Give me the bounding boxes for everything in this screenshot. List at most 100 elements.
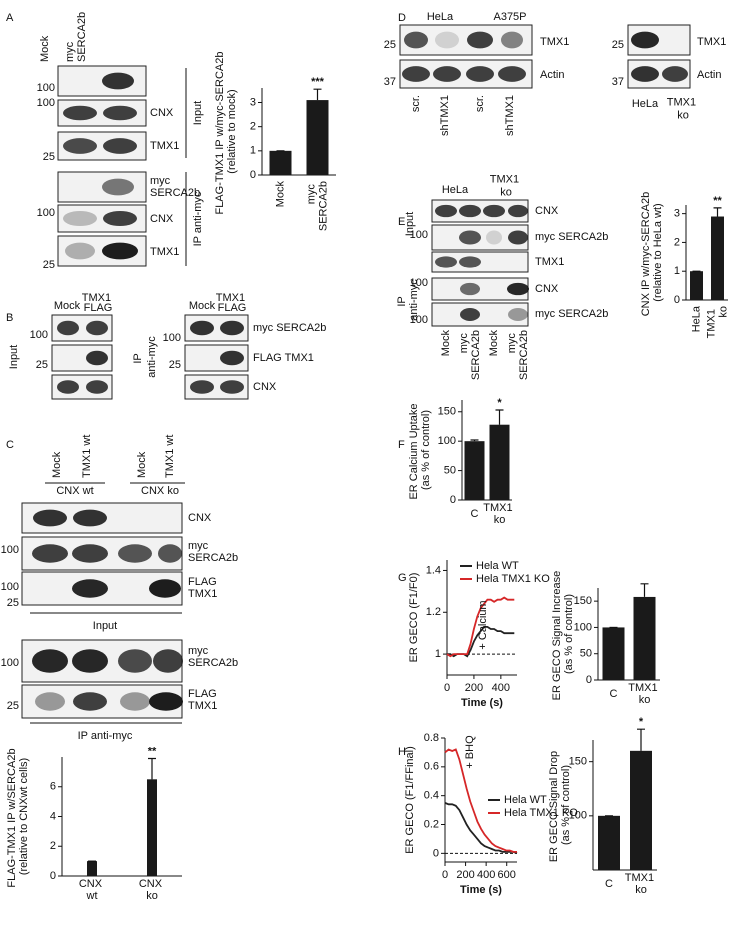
error-bar xyxy=(637,728,645,751)
significance: ** xyxy=(713,195,722,207)
panel-letter: C xyxy=(6,439,14,451)
y-tick-label: 150 xyxy=(438,406,456,418)
significance: ** xyxy=(148,745,157,757)
cell-label: CNX wt xyxy=(56,485,93,497)
band xyxy=(158,544,182,563)
lane-label: Mock xyxy=(39,35,51,62)
mw-marker: 100 xyxy=(163,332,181,344)
panel-letter: G xyxy=(398,572,407,584)
band xyxy=(220,380,244,394)
error-bar xyxy=(148,757,156,780)
band xyxy=(63,210,97,227)
mw-marker: 25 xyxy=(7,597,19,609)
band xyxy=(459,204,481,218)
bar xyxy=(464,441,485,500)
y-tick-label: 0 xyxy=(450,494,456,506)
lane-label: Mock xyxy=(440,330,452,357)
lane-label: myc SERCA2b xyxy=(506,330,530,380)
lane-label: scr. xyxy=(410,95,422,112)
band xyxy=(631,31,659,49)
lane-label: Mock xyxy=(51,451,63,478)
error-bar xyxy=(640,583,649,597)
legend-label: Hela TMX1 KO xyxy=(476,573,550,585)
row-label: TMX1 xyxy=(150,140,179,152)
bar xyxy=(711,216,724,300)
cell-label: CNX ko xyxy=(141,485,179,497)
x-tick-label: myc SERCA2b xyxy=(305,181,329,231)
row-label: Actin xyxy=(540,69,564,81)
band xyxy=(32,649,68,673)
y-tick-label: 1 xyxy=(250,145,256,157)
y-axis-label: ER GECO (F1/F0) xyxy=(408,573,420,663)
y-tick-label: 3 xyxy=(674,208,680,220)
group-label: IP anti-myc xyxy=(78,730,133,742)
band xyxy=(103,138,137,154)
x-tick-label: Mock xyxy=(274,181,286,208)
y-tick-label: 100 xyxy=(569,810,587,822)
panel-letter: B xyxy=(6,312,13,324)
band xyxy=(86,380,108,394)
y-tick-label: 0.4 xyxy=(424,790,439,802)
band xyxy=(153,649,183,673)
row-label: CNX xyxy=(535,283,559,295)
y-axis-label: ER GECO Signal Drop (as % of control) xyxy=(548,748,572,862)
mw-marker: 25 xyxy=(169,359,181,371)
error-bar xyxy=(470,439,479,442)
band xyxy=(86,320,108,336)
group-label: IP anti-myc xyxy=(192,191,204,246)
y-tick-label: 0 xyxy=(586,674,592,686)
x-tick-label: 400 xyxy=(492,682,510,694)
y-tick-label: 1 xyxy=(435,648,441,660)
significance: *** xyxy=(311,76,325,88)
y-tick-label: 1.4 xyxy=(426,564,441,576)
y-tick-label: 50 xyxy=(444,464,456,476)
y-axis-label: FLAG-TMX1 IP w/myc-SERCA2b (relative to … xyxy=(214,48,238,214)
row-label: myc SERCA2b xyxy=(535,231,608,243)
band xyxy=(149,692,183,711)
lane-label: TMX1 FLAG xyxy=(216,292,248,314)
legend-label: Hela WT xyxy=(504,794,547,806)
band xyxy=(498,66,526,82)
band xyxy=(460,282,480,296)
x-tick-label: TMX1 ko xyxy=(628,682,660,706)
band xyxy=(65,242,95,260)
series-line xyxy=(444,802,518,855)
legend-label: Hela TMX1 KO xyxy=(504,807,578,819)
cell-label: A375P xyxy=(493,11,526,23)
band xyxy=(508,230,528,245)
series-line xyxy=(446,596,515,658)
row-label: myc SERCA2b xyxy=(150,175,200,199)
band xyxy=(118,544,152,563)
band xyxy=(459,256,481,268)
y-tick-label: 4 xyxy=(50,810,56,822)
panel-letter: F xyxy=(398,439,405,451)
band xyxy=(33,509,67,527)
row-label: TMX1 xyxy=(540,36,569,48)
x-axis-label: Time (s) xyxy=(460,884,502,896)
band xyxy=(508,308,528,321)
cell-label: TMX1 ko xyxy=(490,173,522,198)
bar xyxy=(630,750,652,870)
band xyxy=(32,544,68,563)
lane-label: shTMX1 xyxy=(439,95,451,136)
row-label: TMX1 xyxy=(535,256,564,268)
mw-marker: 25 xyxy=(43,259,55,271)
y-tick-label: 0 xyxy=(433,847,439,859)
x-tick-label: C xyxy=(471,508,479,520)
band xyxy=(501,31,523,49)
error-bar xyxy=(495,409,504,425)
row-label: FLAG TMX1 xyxy=(188,688,220,712)
row-label: Actin xyxy=(697,69,721,81)
x-tick-label: TMX1 ko xyxy=(483,502,515,526)
x-tick-label: 200 xyxy=(456,869,474,881)
lane-label: Mock xyxy=(136,451,148,478)
x-tick-label: CNX ko xyxy=(139,878,165,902)
row-label: CNX xyxy=(188,512,212,524)
row-label: CNX xyxy=(253,381,277,393)
error-bar xyxy=(713,207,722,217)
bar xyxy=(690,271,703,300)
bar xyxy=(306,100,329,175)
significance: * xyxy=(639,716,644,728)
bar xyxy=(87,861,97,876)
